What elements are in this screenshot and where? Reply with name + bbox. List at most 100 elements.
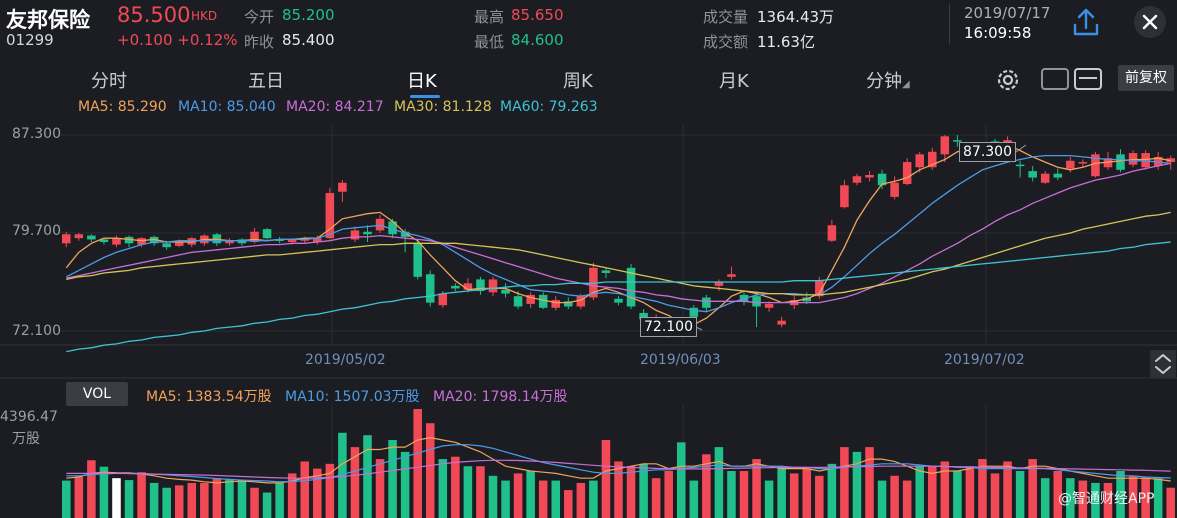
share-icon[interactable]: [1072, 6, 1100, 38]
candle-body: [74, 234, 84, 239]
volume-bar: [551, 480, 561, 518]
volume-bar: [538, 480, 548, 518]
candle-body: [501, 289, 510, 294]
volume-bar: [676, 442, 686, 518]
change-percent: +0.12%: [177, 31, 238, 49]
volume-bar: [124, 480, 134, 518]
volume-bar: [1103, 482, 1113, 518]
volume-bar: [162, 487, 171, 518]
price-axis-low: 72.100: [12, 323, 61, 339]
volume-bar: [388, 439, 397, 518]
volume-bar: [451, 456, 460, 518]
volume-bar: [313, 468, 322, 518]
candle-body: [225, 240, 234, 244]
candle-body: [451, 285, 460, 289]
candle-body: [149, 236, 159, 244]
candle-body: [840, 185, 849, 208]
expand-toggle-button[interactable]: [1150, 350, 1176, 378]
volume-bar: [852, 451, 862, 518]
candle-body: [915, 154, 924, 168]
high-value: 85.650: [511, 6, 564, 24]
volume-bar: [212, 478, 222, 518]
candle-body: [614, 298, 623, 303]
volume-bar: [902, 480, 912, 518]
candle-body: [112, 238, 121, 245]
gear-icon[interactable]: [994, 66, 1022, 94]
volume-bar: [789, 473, 799, 518]
dual-pane-layout-button[interactable]: [1074, 68, 1102, 90]
tab-intraday[interactable]: 分时: [91, 71, 127, 92]
volume-bar: [865, 447, 874, 518]
volume-bar: [425, 423, 435, 518]
volume-bar: [953, 471, 962, 518]
volume-bar: [702, 454, 711, 518]
close-button[interactable]: [1134, 6, 1166, 38]
vol-ma10-legend: MA10: 1507.03万股: [285, 389, 420, 405]
vol-indicator-button[interactable]: VOL: [66, 382, 128, 406]
volume-bar: [978, 459, 987, 518]
volume-bar: [764, 480, 774, 518]
candle-body: [1153, 156, 1163, 166]
volume-bar: [62, 480, 71, 518]
candle-body: [438, 293, 448, 306]
turnover-value: 11.63亿: [757, 33, 815, 51]
volume-bar: [827, 463, 837, 518]
candle-body: [564, 301, 573, 307]
volume-bar: [1003, 461, 1012, 518]
volume-bar: [137, 472, 146, 518]
turnover-label: 成交额: [703, 33, 749, 51]
active-tab-indicator: [410, 95, 440, 98]
ma20-legend: MA20: 84.217: [286, 99, 384, 115]
tab-five-day[interactable]: 五日: [248, 71, 284, 92]
candle-body: [927, 151, 937, 168]
volume-ma10-line: [66, 444, 1171, 483]
candle-body: [237, 239, 247, 244]
max-price-marker: 87.300: [959, 142, 1016, 162]
volume-bar: [87, 460, 96, 518]
candle-body: [689, 307, 699, 317]
volume-bar: [576, 482, 586, 518]
price-axis-mid: 79.700: [12, 223, 61, 239]
volume-axis-max: 4396.47: [0, 409, 58, 425]
candle-body: [62, 234, 71, 244]
volume-bar: [614, 461, 623, 518]
volume-bar: [877, 480, 887, 518]
candle-body: [375, 218, 385, 231]
candle-body: [287, 239, 297, 243]
volume-bar: [940, 461, 950, 518]
volume-bar: [513, 473, 523, 518]
volume-bar: [488, 475, 498, 518]
volume-bar: [375, 459, 385, 518]
candle-body: [953, 140, 962, 142]
volume-bar: [476, 466, 485, 518]
candle-body: [714, 282, 724, 286]
volume-bar: [225, 479, 234, 518]
candle-body: [513, 296, 523, 307]
tab-monthly-k[interactable]: 月K: [719, 71, 749, 92]
volume-bar: [112, 478, 121, 518]
volume-bar: [1078, 480, 1088, 518]
open-value: 85.200: [282, 6, 335, 24]
tab-weekly-k[interactable]: 周K: [563, 71, 593, 92]
forward-adjust-button[interactable]: 前复权: [1118, 65, 1174, 91]
candle-body: [463, 283, 473, 290]
volume-bar: [275, 482, 284, 518]
ma10-legend: MA10: 85.040: [178, 99, 276, 115]
candle-body: [764, 303, 774, 308]
open-label: 今开: [244, 8, 275, 26]
date-axis-label-3: 2019/07/02: [944, 352, 1025, 368]
volume-bar: [990, 473, 1000, 518]
volume-bar: [1153, 478, 1163, 518]
tab-minute[interactable]: 分钟◢: [866, 67, 910, 93]
date-axis-label-2: 2019/06/03: [640, 352, 721, 368]
single-pane-layout-button[interactable]: [1041, 68, 1069, 90]
quote-date: 2019/07/17: [964, 4, 1051, 22]
volume-bar: [1116, 471, 1125, 518]
high-label: 最高: [474, 8, 505, 26]
close-icon: [1142, 14, 1158, 30]
volume-bar: [564, 490, 573, 518]
vol-ma20-legend: MA20: 1798.14万股: [433, 389, 568, 405]
volume-bar: [890, 475, 899, 518]
tab-daily-k[interactable]: 日K: [407, 71, 437, 92]
